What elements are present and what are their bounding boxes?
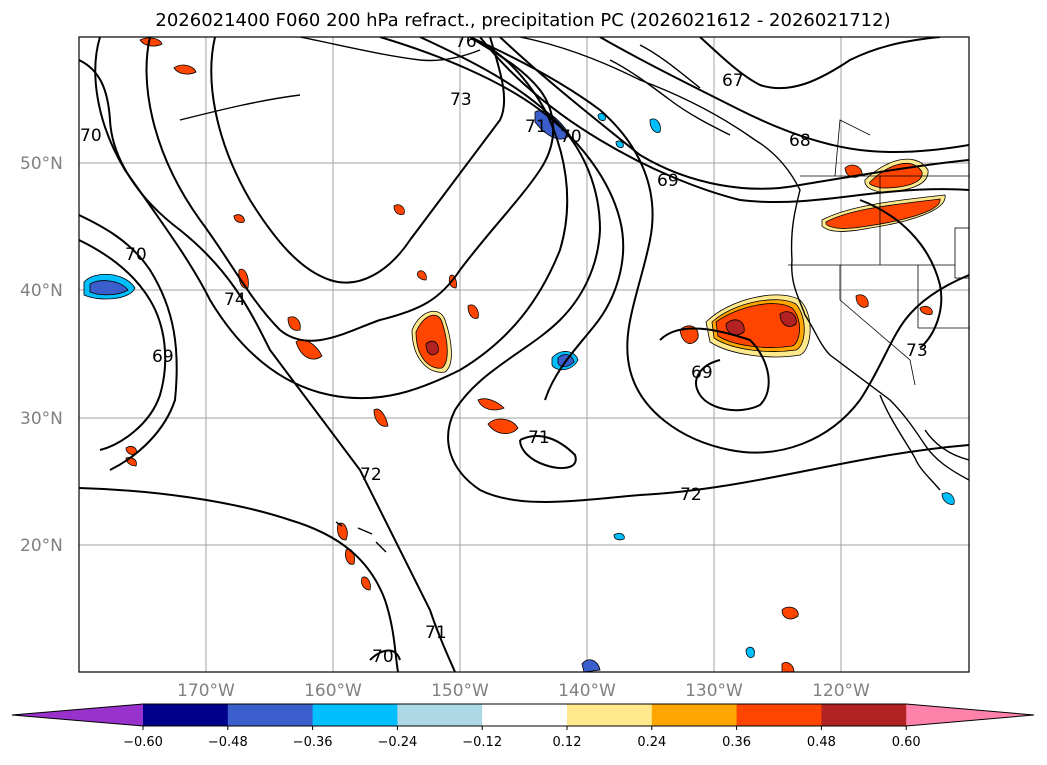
lon-label: 130°W (685, 681, 743, 701)
colorbar-segment (397, 704, 483, 726)
negative-precip-areas (83, 110, 955, 672)
contour-label: 71 (425, 623, 447, 643)
colorbar-tick-label: −0.48 (208, 735, 248, 750)
lat-label: 30°N (20, 409, 63, 429)
colorbar-tick-label: −0.60 (123, 735, 163, 750)
contour-label: 71 (528, 428, 550, 448)
colorbar-tick-label: 0.60 (892, 735, 921, 750)
colorbar-segment (567, 704, 653, 726)
lon-label: 170°W (177, 681, 235, 701)
map-frame (78, 36, 970, 673)
contour-label: 72 (360, 465, 382, 485)
colorbar-tick-label: 0.12 (553, 735, 582, 750)
contour-label: 74 (224, 290, 246, 310)
colorbar-segment (736, 704, 822, 726)
longitude-labels: 170°W 160°W 150°W 140°W 130°W 120°W (177, 681, 870, 701)
lat-label: 20°N (20, 536, 63, 556)
lat-label: 50°N (20, 154, 63, 174)
contour-label: 70 (80, 126, 102, 146)
colorbar-tick-label: −0.12 (462, 735, 502, 750)
refractivity-contours (79, 37, 969, 672)
colorbar-segment (482, 704, 568, 726)
contour-label: 70 (125, 245, 147, 265)
map-title: 2026021400 F060 200 hPa refract., precip… (155, 10, 890, 31)
lon-label: 150°W (431, 681, 489, 701)
colorbar-segment (227, 704, 314, 726)
colorbar-segment (651, 704, 738, 726)
lon-label: 160°W (304, 681, 362, 701)
graticule (79, 37, 969, 672)
colorbar-tick-label: 0.24 (637, 735, 666, 750)
coastlines (179, 37, 969, 553)
contour-label: 69 (691, 363, 713, 383)
latitude-labels: 50°N 40°N 30°N 20°N (20, 154, 63, 556)
contour-label: 69 (657, 171, 679, 191)
contour-label: 71 (525, 117, 547, 137)
colorbar-tick-label: 0.36 (722, 735, 751, 750)
contour-label: 73 (906, 341, 928, 361)
contour-label: 67 (722, 71, 744, 91)
colorbar-tick-label: −0.36 (293, 735, 333, 750)
colorbar-segment (821, 704, 907, 726)
contour-label: 69 (152, 347, 174, 367)
contour-label: 68 (789, 131, 811, 151)
contour-labels: 76 73 71 70 67 68 69 70 70 74 69 69 73 7… (80, 32, 928, 667)
lon-label: 120°W (812, 681, 870, 701)
colorbar-segment (312, 704, 398, 726)
colorbar-segment (12, 704, 143, 726)
lat-label: 40°N (20, 281, 63, 301)
contour-label: 70 (372, 647, 394, 667)
contour-label: 73 (450, 90, 472, 110)
political-borders (788, 119, 969, 386)
colorbar-tick-label: 0.48 (807, 735, 836, 750)
colorbar-segment (906, 704, 1034, 726)
contour-label: 72 (680, 485, 702, 505)
lon-label: 140°W (558, 681, 616, 701)
map-panel: 76 73 71 70 67 68 69 70 70 74 69 69 73 7… (79, 32, 969, 672)
contour-label: 76 (455, 32, 477, 52)
colorbar-segment (143, 704, 229, 726)
colorbar: −0.60 −0.48 −0.36 −0.24 −0.12 0.12 0.24 0.36 0.4… (11, 703, 1035, 750)
contour-label: 70 (560, 127, 582, 147)
colorbar-tick-label: −0.24 (377, 735, 417, 750)
